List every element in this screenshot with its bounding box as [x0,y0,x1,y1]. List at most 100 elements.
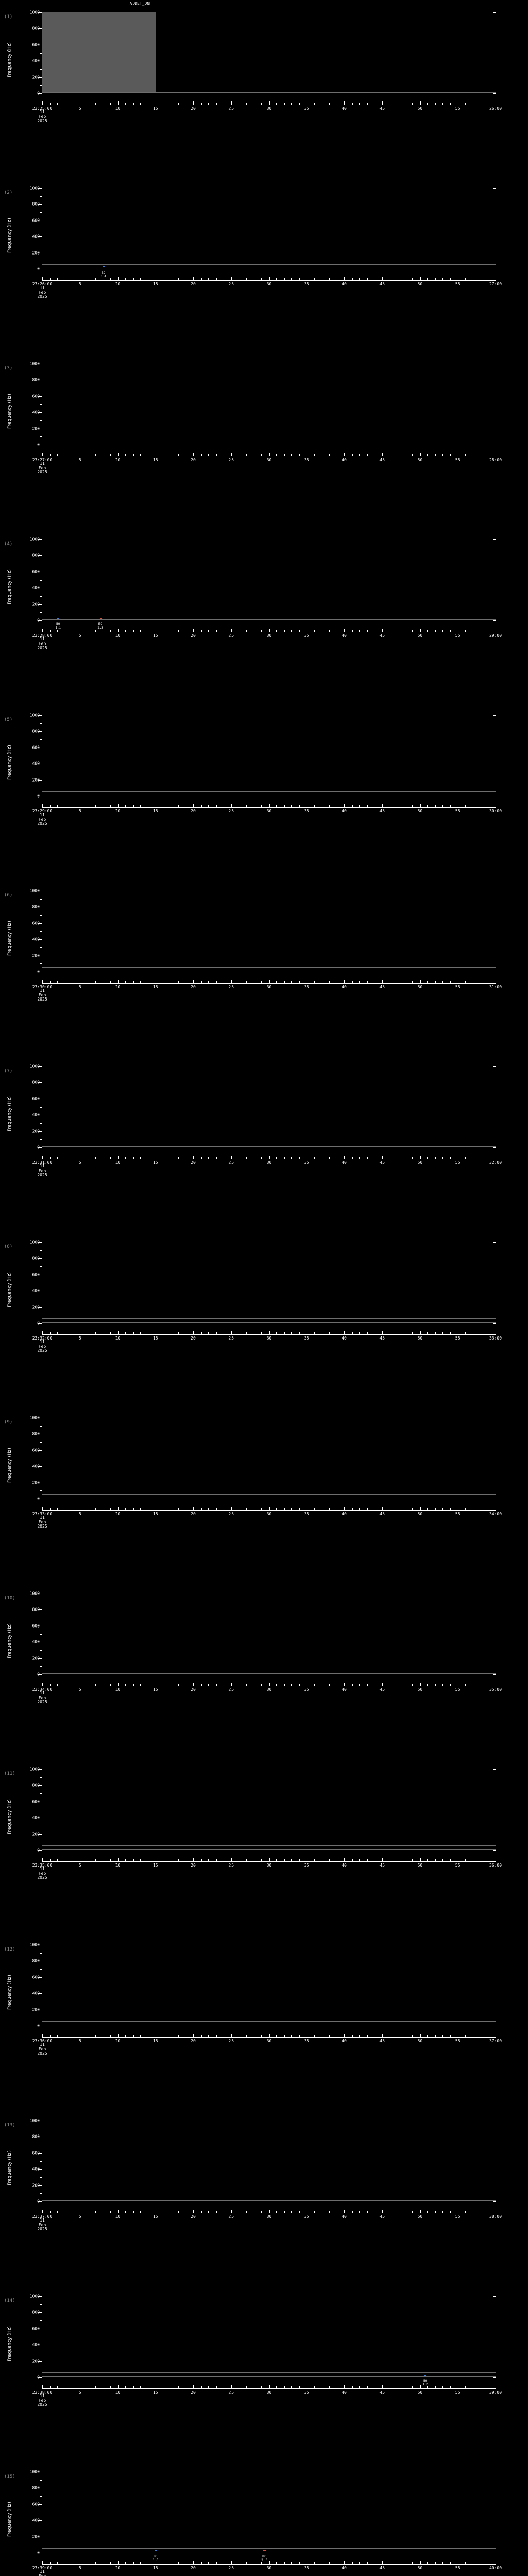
x-axis-minor-tick [329,454,330,456]
x-axis-minor-tick [246,2035,247,2037]
y-axis-tick-label: 0 [37,266,40,272]
spectrogram-panel: (10) Frequency (Hz) 0 200 400 600 800 1000 23:34… [0,1581,528,1757]
x-axis-minor-tick [412,2386,413,2388]
x-axis-date-label: 11 Feb 2025 [37,2394,47,2407]
y-axis-tick-label: 1000 [29,888,40,893]
x-axis-spine [42,807,496,808]
y-axis-minor-tick [40,2177,42,2178]
x-axis-minor-tick [133,1157,134,1159]
x-axis-minor-tick [178,2562,179,2564]
x-axis-minor-tick [125,278,126,280]
x-axis-tick [42,1331,43,1334]
x-axis-minor-tick [110,805,111,807]
x-axis-minor-tick [412,1684,413,1686]
x-axis-tick [193,629,194,632]
x-axis-tick [269,1331,270,1334]
x-axis-minor-tick [359,1859,360,1861]
x-axis-minor-tick [291,2562,292,2564]
x-axis-tick-label: 23:38:00 [32,2390,53,2395]
y-axis-minor-tick [40,436,42,437]
x-axis-minor-tick [314,2211,315,2213]
x-axis-minor-tick [276,1508,277,1510]
x-axis-minor-tick [276,103,277,105]
x-axis-minor-tick [125,1859,126,1861]
x-axis-minor-tick [276,454,277,456]
x-axis-tick [382,629,383,632]
x-axis-minor-tick [276,2211,277,2213]
y-axis-tick [38,1323,42,1324]
x-axis-tick-label: 55 [455,2566,460,2570]
x-axis-minor-tick [412,630,413,632]
x-axis-tick-label: 23:34:00 [32,1687,53,1692]
y-axis-tick-label: 800 [32,1080,40,1085]
x-axis-tick-label: 15 [153,1160,158,1165]
x-axis-minor-tick [201,1859,202,1861]
y-axis-minor-tick [40,1953,42,1954]
y-axis-right-cap [493,1850,496,1851]
x-axis-minor-tick [314,630,315,632]
x-axis-tick-label: 35 [304,282,309,286]
x-axis-minor-tick [57,1684,58,1686]
x-axis-minor-tick [246,2386,247,2388]
x-axis-tick-label: 15 [153,2039,158,2043]
x-axis-tick-label: 38:00 [489,2214,502,2219]
x-axis-tick [193,2210,194,2213]
x-axis-minor-tick [133,103,134,105]
x-axis-tick [382,1331,383,1334]
x-axis-tick [344,453,345,456]
x-axis-date-label: 11 Feb 2025 [37,1691,47,1704]
y-axis-tick [38,1307,42,1308]
plot-area [42,12,496,93]
x-axis-tick-label: 15 [153,2390,158,2395]
x-axis-tick [269,804,270,807]
frequency-reference-line [42,2021,496,2022]
x-axis-minor-tick [352,630,353,632]
x-axis-tick-label: 50 [417,282,423,286]
x-axis-minor-tick [133,1684,134,1686]
x-axis-minor-tick [57,630,58,632]
x-axis-tick-label: 25 [228,2390,234,2395]
frequency-reference-line [42,967,496,968]
y-axis-minor-tick [40,1250,42,1251]
panel-index-label: (2) [4,190,13,195]
y-axis-minor-tick [40,69,42,70]
y-axis-label: Frequency (Hz) [7,42,12,77]
x-axis-tick-label: 23:29:00 [32,809,53,814]
y-axis-right-cap [493,715,496,716]
y-axis-tick-label: 600 [32,1272,40,1277]
x-axis-tick-label: 35 [304,1687,309,1692]
x-axis-tick [231,2385,232,2388]
y-axis-tick-label: 400 [32,1288,40,1293]
x-axis-date-label: 11 Feb 2025 [37,1164,47,1177]
x-axis-minor-tick [110,981,111,983]
x-axis-tick [344,2561,345,2564]
x-axis-tick-label: 35 [304,106,309,111]
y-axis-tick-label: 200 [32,2183,40,2188]
x-axis-tick-label: 25 [228,1160,234,1165]
y-axis-tick-label: 800 [32,553,40,558]
y-axis-tick-label: 800 [32,904,40,909]
x-axis-tick [42,2210,43,2213]
x-axis-tick-label: 25 [228,1336,234,1341]
x-axis-tick [344,1683,345,1686]
x-axis-minor-tick [201,2211,202,2213]
x-axis-minor-tick [201,1157,202,1159]
x-axis-minor-tick [367,2562,368,2564]
x-axis-minor-tick [261,2562,262,2564]
x-axis-minor-tick [299,805,300,807]
x-axis-tick [42,2385,43,2388]
x-axis-tick [269,1858,270,1861]
x-axis-minor-tick [314,278,315,280]
x-axis-minor-tick [95,1157,96,1159]
spectrogram-panel: (5) Frequency (Hz) 0 200 400 600 800 1000 23:29:… [0,703,528,878]
x-axis-tick-label: 20 [191,1512,196,1516]
x-axis-minor-tick [261,454,262,456]
x-axis-tick [231,453,232,456]
y-axis-tick-label: 200 [32,2534,40,2539]
y-axis-label: Frequency (Hz) [7,569,12,604]
x-axis-minor-tick [140,103,141,105]
y-axis-tick [38,1609,42,1611]
x-axis-minor-tick [216,981,217,983]
plot-area [42,1594,496,1674]
y-axis-tick [38,2185,42,2186]
